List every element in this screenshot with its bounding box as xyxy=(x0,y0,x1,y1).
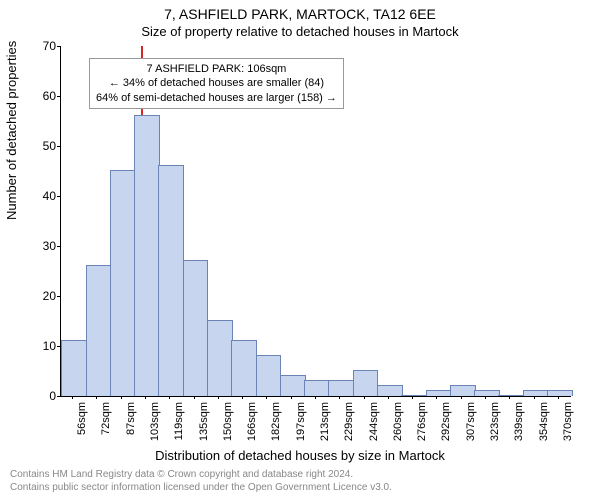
histogram-bar xyxy=(183,260,209,396)
x-tick-mark xyxy=(121,396,122,399)
y-tick-mark xyxy=(57,96,60,97)
x-tick-mark xyxy=(145,396,146,399)
x-tick-mark xyxy=(315,396,316,399)
histogram-bar xyxy=(207,320,233,396)
x-tick-mark xyxy=(534,396,535,399)
x-tick-mark xyxy=(558,396,559,399)
y-tick-label: 60 xyxy=(30,89,56,103)
histogram-bar xyxy=(110,170,136,396)
plot-area: 7 ASHFIELD PARK: 106sqm ← 34% of detache… xyxy=(60,46,571,397)
histogram-bar xyxy=(377,385,403,396)
x-tick-mark xyxy=(242,396,243,399)
y-tick-mark xyxy=(57,296,60,297)
histogram-bar xyxy=(231,340,257,396)
histogram-bar xyxy=(353,370,379,396)
y-tick-label: 10 xyxy=(30,339,56,353)
x-tick-label: 244sqm xyxy=(368,402,380,452)
x-tick-mark xyxy=(364,396,365,399)
x-tick-mark xyxy=(485,396,486,399)
footer-line-1: Contains HM Land Registry data © Crown c… xyxy=(10,468,590,481)
footer-line-2: Contains public sector information licen… xyxy=(10,481,590,494)
histogram-bar xyxy=(134,115,160,396)
histogram-bar xyxy=(280,375,306,396)
x-tick-mark xyxy=(509,396,510,399)
x-tick-mark xyxy=(96,396,97,399)
histogram-bar xyxy=(158,165,184,396)
y-tick-label: 40 xyxy=(30,189,56,203)
histogram-bar xyxy=(256,355,282,396)
x-tick-label: 292sqm xyxy=(440,402,452,452)
x-tick-label: 370sqm xyxy=(562,402,574,452)
y-tick-mark xyxy=(57,196,60,197)
x-tick-mark xyxy=(412,396,413,399)
y-tick-mark xyxy=(57,346,60,347)
info-line-3: 64% of semi-detached houses are larger (… xyxy=(96,91,337,105)
x-tick-label: 260sqm xyxy=(392,402,404,452)
histogram-bar xyxy=(86,265,112,396)
info-line-1: 7 ASHFIELD PARK: 106sqm xyxy=(96,62,337,76)
x-tick-label: 87sqm xyxy=(125,402,137,452)
histogram-bar xyxy=(401,395,427,396)
x-tick-label: 307sqm xyxy=(465,402,477,452)
x-tick-label: 354sqm xyxy=(538,402,550,452)
histogram-bar xyxy=(450,385,476,396)
x-tick-label: 166sqm xyxy=(246,402,258,452)
x-tick-label: 229sqm xyxy=(343,402,355,452)
x-tick-mark xyxy=(291,396,292,399)
x-tick-label: 56sqm xyxy=(76,402,88,452)
histogram-bar xyxy=(426,390,452,396)
info-line-2: ← 34% of detached houses are smaller (84… xyxy=(96,76,337,90)
y-tick-label: 30 xyxy=(30,239,56,253)
x-tick-mark xyxy=(194,396,195,399)
x-tick-mark xyxy=(436,396,437,399)
x-tick-mark xyxy=(218,396,219,399)
x-tick-label: 135sqm xyxy=(198,402,210,452)
x-tick-label: 213sqm xyxy=(319,402,331,452)
x-tick-label: 103sqm xyxy=(149,402,161,452)
x-tick-mark xyxy=(339,396,340,399)
info-box: 7 ASHFIELD PARK: 106sqm ← 34% of detache… xyxy=(89,58,344,109)
histogram-bar xyxy=(61,340,87,396)
x-tick-label: 150sqm xyxy=(222,402,234,452)
y-tick-label: 70 xyxy=(30,39,56,53)
y-axis-label: Number of detached properties xyxy=(4,41,19,220)
y-tick-label: 50 xyxy=(30,139,56,153)
x-tick-mark xyxy=(72,396,73,399)
y-tick-mark xyxy=(57,46,60,47)
histogram-bar xyxy=(474,390,500,396)
histogram-bar xyxy=(523,390,549,396)
y-tick-label: 20 xyxy=(30,289,56,303)
histogram-bar xyxy=(328,380,354,396)
y-tick-mark xyxy=(57,246,60,247)
x-tick-label: 119sqm xyxy=(173,402,185,452)
y-tick-mark xyxy=(57,146,60,147)
x-tick-mark xyxy=(388,396,389,399)
x-tick-label: 197sqm xyxy=(295,402,307,452)
chart-title-sub: Size of property relative to detached ho… xyxy=(0,24,600,39)
x-tick-label: 276sqm xyxy=(416,402,428,452)
y-tick-label: 0 xyxy=(30,389,56,403)
histogram-bar xyxy=(304,380,330,396)
x-tick-mark xyxy=(266,396,267,399)
x-tick-mark xyxy=(169,396,170,399)
chart-title-main: 7, ASHFIELD PARK, MARTOCK, TA12 6EE xyxy=(0,6,600,22)
x-tick-label: 182sqm xyxy=(270,402,282,452)
x-tick-label: 339sqm xyxy=(513,402,525,452)
histogram-bar xyxy=(547,390,573,396)
x-tick-label: 72sqm xyxy=(100,402,112,452)
y-tick-mark xyxy=(57,396,60,397)
footer-attribution: Contains HM Land Registry data © Crown c… xyxy=(10,468,590,494)
x-tick-label: 323sqm xyxy=(489,402,501,452)
histogram-bar xyxy=(498,395,524,396)
x-tick-mark xyxy=(461,396,462,399)
